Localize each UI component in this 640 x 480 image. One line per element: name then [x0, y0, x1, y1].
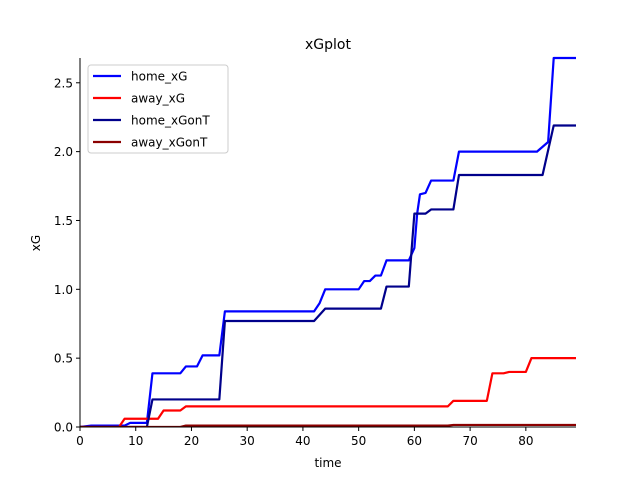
x-tick-label: 10 [128, 434, 143, 448]
x-tick-label: 40 [295, 434, 310, 448]
legend-label: home_xG [131, 70, 187, 84]
y-tick-label: 1.0 [54, 283, 73, 297]
series-line-away-xGonT [80, 423, 576, 427]
x-tick-label: 50 [351, 434, 366, 448]
y-tick-label: 0.0 [54, 421, 73, 435]
series-line-home-xGonT [80, 124, 576, 427]
x-tick-label: 20 [184, 434, 199, 448]
legend-label: away_xGonT [131, 136, 208, 150]
y-tick-label: 0.5 [54, 352, 73, 366]
x-tick-label: 0 [76, 434, 84, 448]
x-tick-label: 80 [518, 434, 533, 448]
series-line-away-xG [80, 357, 576, 427]
y-tick-label: 1.5 [54, 214, 73, 228]
x-tick-label: 70 [462, 434, 477, 448]
x-axis-label: time [314, 456, 341, 470]
legend: home_xG away_xG home_xGonT away_xGonT [87, 64, 229, 154]
y-axis-label: xG [29, 235, 43, 251]
axes-layer: 0 10 20 30 40 50 60 70 80 0.0 0.5 1.0 1.5 2.0 2.5 [54, 58, 576, 448]
y-tick-label: 2.5 [54, 76, 73, 90]
legend-label: away_xG [131, 92, 185, 106]
chart-title: xGplot [305, 37, 351, 53]
x-tick-label: 60 [407, 434, 422, 448]
series-layer [80, 56, 576, 427]
series-line-home-xG [80, 56, 576, 427]
legend-label: home_xGonT [131, 114, 210, 128]
x-tick-label: 30 [240, 434, 255, 448]
y-tick-label: 2.0 [54, 145, 73, 159]
legend-box [87, 64, 229, 154]
